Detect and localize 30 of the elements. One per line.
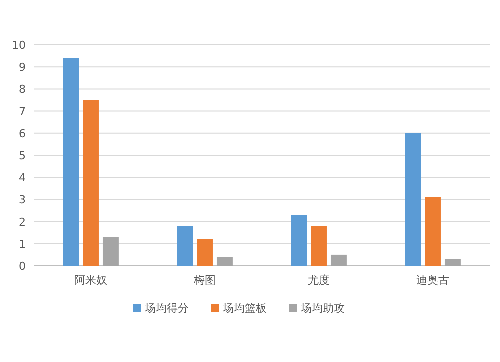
bar xyxy=(197,239,213,266)
bar xyxy=(216,257,233,266)
bar xyxy=(444,259,461,266)
legend-label: 场均篮板 xyxy=(222,302,267,315)
bar xyxy=(83,100,99,266)
bar xyxy=(63,58,80,266)
y-tick-label: 2 xyxy=(19,216,26,229)
bar xyxy=(311,226,327,266)
y-tick-label: 9 xyxy=(19,61,26,74)
bar xyxy=(405,133,422,266)
x-tick-label: 迪奥古 xyxy=(416,274,450,287)
y-tick-label: 7 xyxy=(19,105,26,118)
bar xyxy=(291,215,308,266)
bar xyxy=(177,226,194,266)
y-tick-label: 4 xyxy=(19,172,26,185)
x-tick-label: 尤度 xyxy=(308,274,330,287)
y-tick-label: 1 xyxy=(19,238,26,251)
bar xyxy=(102,237,119,266)
y-tick-label: 10 xyxy=(12,39,26,52)
y-tick-label: 8 xyxy=(19,83,26,96)
bar xyxy=(330,254,347,266)
x-tick-label: 阿米奴 xyxy=(74,274,108,287)
y-tick-label: 5 xyxy=(19,150,26,162)
legend-label: 场均助攻 xyxy=(300,302,345,315)
x-tick-label: 梅图 xyxy=(193,274,216,287)
y-tick-label: 6 xyxy=(19,127,26,140)
y-tick-label: 0 xyxy=(19,260,26,273)
legend-label: 场均得分 xyxy=(144,302,189,315)
y-tick-label: 3 xyxy=(19,194,26,207)
bar xyxy=(425,197,441,266)
